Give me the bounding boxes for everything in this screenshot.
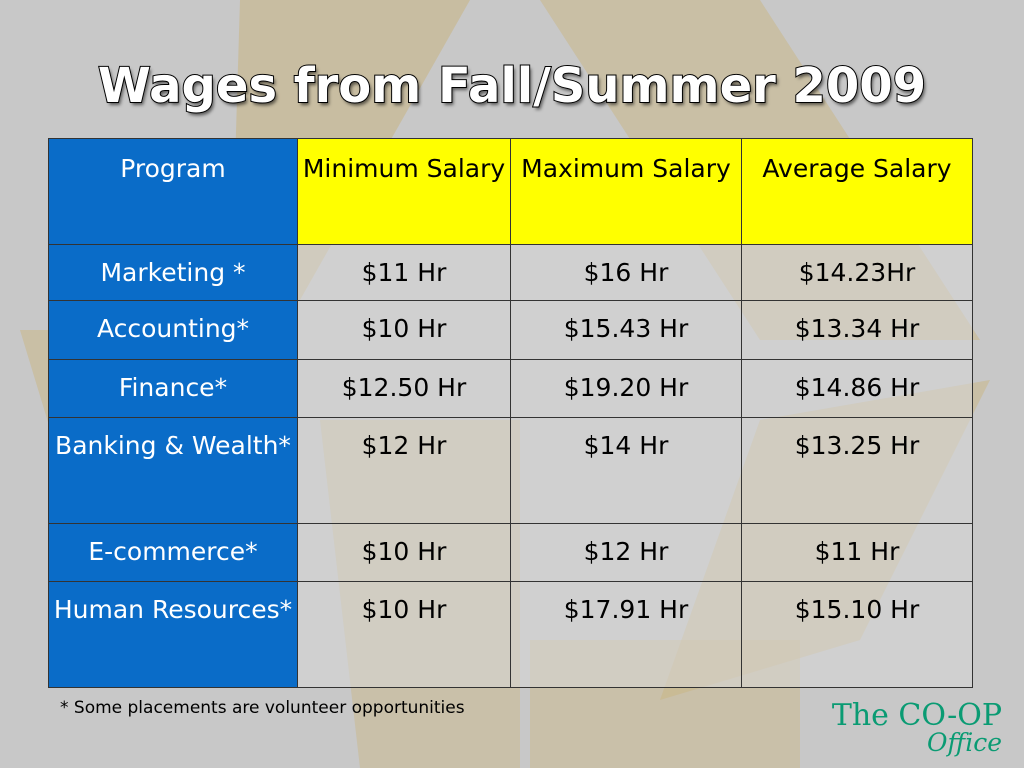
logo-line-2: Office bbox=[927, 728, 1002, 757]
program-cell: Banking & Wealth* bbox=[48, 417, 298, 524]
header-row: Program Minimum Salary Maximum Salary Av… bbox=[48, 138, 973, 245]
logo-line-1: The CO-OP bbox=[831, 698, 1002, 733]
average-cell: $14.86 Hr bbox=[741, 359, 973, 418]
average-cell: $11 Hr bbox=[741, 523, 973, 582]
average-cell: $13.25 Hr bbox=[741, 417, 973, 524]
minimum-cell: $12.50 Hr bbox=[297, 359, 511, 418]
header-maximum-salary: Maximum Salary bbox=[510, 138, 742, 245]
maximum-cell: $12 Hr bbox=[510, 523, 742, 582]
average-cell: $13.34 Hr bbox=[741, 300, 973, 360]
maximum-cell: $14 Hr bbox=[510, 417, 742, 524]
program-cell: Finance* bbox=[48, 359, 298, 418]
minimum-cell: $10 Hr bbox=[297, 300, 511, 360]
maximum-cell: $16 Hr bbox=[510, 244, 742, 301]
maximum-cell: $17.91 Hr bbox=[510, 581, 742, 688]
minimum-cell: $11 Hr bbox=[297, 244, 511, 301]
minimum-cell: $10 Hr bbox=[297, 523, 511, 582]
average-cell: $15.10 Hr bbox=[741, 581, 973, 688]
maximum-cell: $15.43 Hr bbox=[510, 300, 742, 360]
footnote: * Some placements are volunteer opportun… bbox=[60, 698, 465, 718]
table-row: E-commerce* $10 Hr $12 Hr $11 Hr bbox=[48, 523, 973, 582]
table-row: Banking & Wealth* $12 Hr $14 Hr $13.25 H… bbox=[48, 417, 973, 524]
minimum-cell: $10 Hr bbox=[297, 581, 511, 688]
average-cell: $14.23Hr bbox=[741, 244, 973, 301]
co-op-office-logo: The CO-OP Office bbox=[832, 700, 1002, 756]
header-minimum-salary: Minimum Salary bbox=[297, 138, 511, 245]
program-cell: Marketing * bbox=[48, 244, 298, 301]
header-program: Program bbox=[48, 138, 298, 245]
table-row: Finance* $12.50 Hr $19.20 Hr $14.86 Hr bbox=[48, 359, 973, 418]
table-row: Human Resources* $10 Hr $17.91 Hr $15.10… bbox=[48, 581, 973, 688]
maximum-cell: $19.20 Hr bbox=[510, 359, 742, 418]
wages-table: Program Minimum Salary Maximum Salary Av… bbox=[48, 138, 973, 688]
program-cell: Accounting* bbox=[48, 300, 298, 360]
slide-title: Wages from Fall/Summer 2009 bbox=[97, 57, 927, 115]
header-average-salary: Average Salary bbox=[741, 138, 973, 245]
program-cell: E-commerce* bbox=[48, 523, 298, 582]
minimum-cell: $12 Hr bbox=[297, 417, 511, 524]
program-cell: Human Resources* bbox=[48, 581, 298, 688]
table-row: Marketing * $11 Hr $16 Hr $14.23Hr bbox=[48, 244, 973, 301]
table-row: Accounting* $10 Hr $15.43 Hr $13.34 Hr bbox=[48, 300, 973, 360]
